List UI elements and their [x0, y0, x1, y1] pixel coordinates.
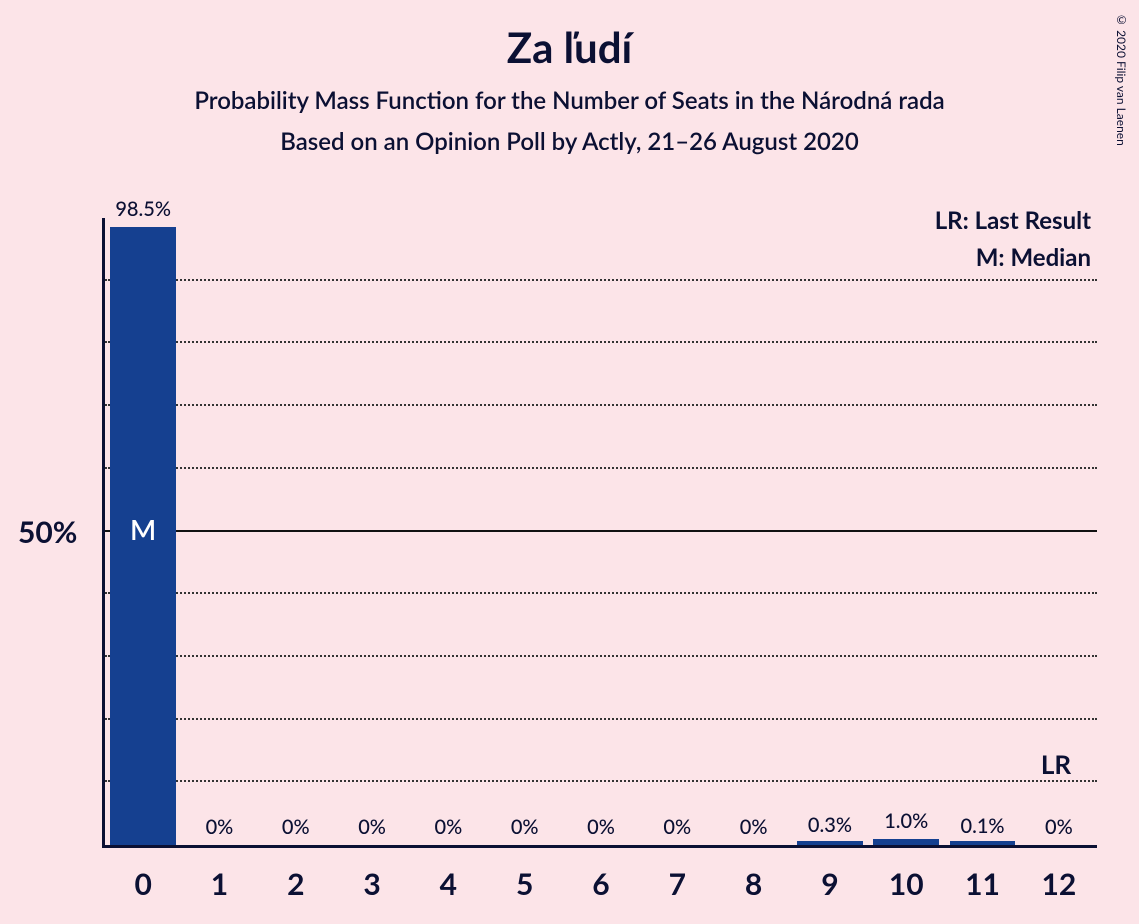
x-tick-label: 11: [965, 866, 1000, 902]
x-tick-label: 12: [1041, 866, 1076, 902]
bar: [873, 839, 939, 845]
x-tick-label: 10: [889, 866, 924, 902]
y-axis: [102, 218, 105, 848]
gridline-minor: [105, 341, 1097, 343]
x-axis: [102, 845, 1097, 848]
gridline-minor: [105, 780, 1097, 782]
x-tick-label: 0: [134, 866, 151, 902]
bar-value-label: 0%: [740, 815, 768, 839]
gridline-minor: [105, 279, 1097, 281]
x-tick-label: 3: [363, 866, 380, 902]
bar-value-label: 0%: [511, 815, 539, 839]
x-tick-label: 8: [745, 866, 762, 902]
x-tick-label: 5: [516, 866, 533, 902]
median-mark: M: [130, 512, 156, 546]
x-tick-label: 1: [211, 866, 228, 902]
bar-value-label: 98.5%: [115, 197, 171, 221]
x-tick-label: 7: [669, 866, 686, 902]
bar-value-label: 0%: [663, 815, 691, 839]
chart-title: Za ľudí: [0, 22, 1139, 72]
bar-value-label: 0%: [1045, 815, 1073, 839]
y-axis-label-50: 50%: [18, 514, 77, 550]
x-tick-label: 9: [821, 866, 838, 902]
bar-value-label: 1.0%: [884, 809, 928, 833]
bar: [797, 841, 863, 845]
x-tick-label: 2: [287, 866, 304, 902]
last-result-mark: LR: [1041, 748, 1071, 780]
bar-value-label: 0%: [358, 815, 386, 839]
gridline-minor: [105, 467, 1097, 469]
bar: [950, 841, 1016, 845]
bar-value-label: 0.1%: [961, 814, 1005, 838]
plot-area: M98.5%0%0%0%0%0%0%0%0%0.3%1.0%0.1%0%: [102, 218, 1097, 848]
x-tick-label: 4: [440, 866, 457, 902]
bar-value-label: 0%: [587, 815, 615, 839]
bar-value-label: 0%: [435, 815, 463, 839]
bar-value-label: 0.3%: [808, 813, 852, 837]
copyright: © 2020 Filip van Laenen: [1114, 12, 1129, 146]
chart-subtitle-2: Based on an Opinion Poll by Actly, 21–26…: [0, 127, 1139, 156]
x-tick-label: 6: [592, 866, 609, 902]
gridline-major: [105, 530, 1097, 532]
bar-value-label: 0%: [282, 815, 310, 839]
gridline-minor: [105, 592, 1097, 594]
chart-subtitle-1: Probability Mass Function for the Number…: [0, 86, 1139, 115]
gridline-minor: [105, 404, 1097, 406]
gridline-minor: [105, 655, 1097, 657]
bar: M: [110, 227, 176, 845]
gridline-minor: [105, 718, 1097, 720]
bar-value-label: 0%: [206, 815, 234, 839]
